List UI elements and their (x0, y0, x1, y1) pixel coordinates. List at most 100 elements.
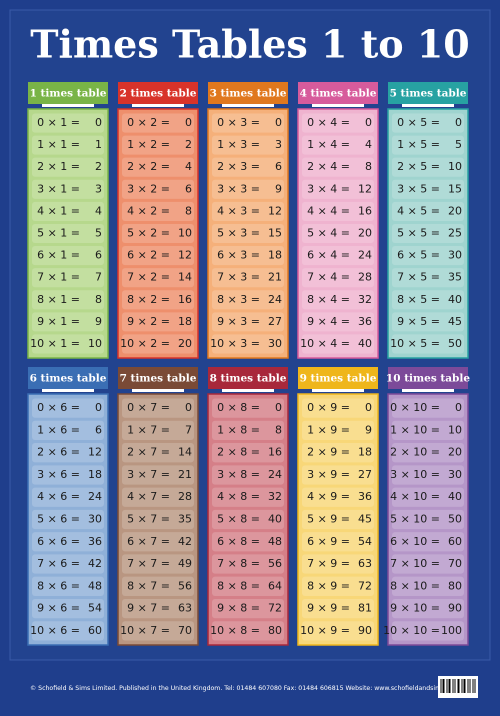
row-result: 56 (178, 579, 192, 592)
row-result: 30 (448, 249, 462, 262)
row-result: 3 (275, 138, 282, 151)
row-box (302, 598, 374, 619)
row-result: 9 (95, 315, 102, 328)
row-result: 56 (268, 557, 282, 570)
row-box (212, 598, 284, 619)
row-expression: 4 × 2 = (127, 204, 170, 217)
row-expression: 4 × 6 = (37, 490, 80, 503)
row-result: 5 (95, 227, 102, 240)
row-result: 42 (178, 535, 192, 548)
row-expression: 3 × 3 = (217, 182, 260, 195)
row-box (302, 621, 374, 641)
row-result: 72 (268, 602, 282, 615)
row-result: 30 (88, 513, 102, 526)
row-box (392, 268, 464, 288)
row-box (302, 443, 374, 463)
row-box (212, 201, 284, 221)
row-box (122, 334, 194, 354)
table-title: 2 times table (120, 88, 197, 100)
row-expression: 2 × 7 = (127, 446, 170, 459)
table-body (27, 393, 109, 646)
row-result: 6 (185, 182, 192, 195)
row-box (302, 135, 374, 155)
row-box (122, 223, 194, 244)
row-box (212, 312, 284, 332)
row-expression: 3 × 6 = (37, 468, 80, 481)
row-result: 45 (448, 315, 462, 328)
row-result: 70 (178, 624, 192, 637)
row-expression: 1 × 1 = (37, 138, 80, 151)
row-result: 0 (95, 401, 102, 414)
row-result: 80 (268, 624, 282, 637)
row-box (122, 487, 194, 507)
row-box (212, 621, 284, 641)
row-box (32, 576, 104, 596)
row-result: 8 (95, 293, 102, 306)
row-expression: 8 × 2 = (127, 293, 170, 306)
row-expression: 4 × 5 = (397, 204, 440, 217)
row-result: 18 (268, 249, 282, 262)
row-box (32, 598, 104, 619)
row-result: 7 (95, 271, 102, 284)
row-box (32, 201, 104, 221)
header-tab (132, 104, 184, 107)
row-expression: 4 × 4 = (307, 204, 350, 217)
row-box (122, 465, 194, 485)
row-result: 16 (268, 446, 282, 459)
row-box (302, 334, 374, 354)
row-result: 18 (88, 468, 102, 481)
row-result: 20 (178, 337, 192, 350)
row-box (302, 420, 374, 441)
table-header (28, 367, 108, 389)
row-box (212, 113, 284, 133)
row-result: 14 (178, 271, 192, 284)
table-body (117, 108, 199, 359)
header-tab (312, 104, 364, 107)
row-result: 20 (448, 204, 462, 217)
row-box (122, 135, 194, 155)
header-tab (132, 389, 184, 392)
table-title: 5 times table (390, 88, 467, 100)
row-expression: 5 × 3 = (217, 227, 260, 240)
row-box (32, 113, 104, 133)
row-box (32, 290, 104, 310)
table-title: 10 times table (386, 373, 470, 385)
row-result: 25 (448, 227, 462, 240)
row-result: 49 (178, 557, 192, 570)
row-expression: 1 × 10 = (390, 423, 440, 436)
row-box (212, 246, 284, 266)
row-expression: 5 × 2 = (127, 227, 170, 240)
row-expression: 2 × 5 = (397, 160, 440, 173)
row-expression: 6 × 5 = (397, 249, 440, 262)
row-result: 32 (268, 490, 282, 503)
row-expression: 1 × 3 = (217, 138, 260, 151)
row-result: 0 (275, 116, 282, 129)
row-box (212, 398, 284, 418)
row-result: 50 (448, 337, 462, 350)
row-expression: 5 × 7 = (127, 513, 170, 526)
header-tab (42, 389, 94, 392)
row-result: 40 (448, 490, 462, 503)
row-result: 15 (448, 182, 462, 195)
row-expression: 7 × 7 = (127, 557, 170, 570)
row-expression: 9 × 7 = (127, 602, 170, 615)
row-expression: 1 × 2 = (127, 138, 170, 151)
table-header (388, 82, 468, 104)
row-expression: 9 × 8 = (217, 602, 260, 615)
row-result: 18 (178, 315, 192, 328)
table-title: 1 times table (30, 88, 107, 100)
row-result: 0 (365, 116, 372, 129)
row-result: 6 (275, 160, 282, 173)
row-result: 16 (178, 293, 192, 306)
row-expression: 6 × 3 = (217, 249, 260, 262)
row-expression: 0 × 1 = (37, 116, 80, 129)
table-body (297, 393, 379, 646)
row-result: 0 (95, 116, 102, 129)
row-box (212, 509, 284, 530)
row-result: 10 (448, 160, 462, 173)
header-tab (222, 104, 274, 107)
table-header (298, 367, 378, 389)
row-result: 45 (358, 513, 372, 526)
row-result: 10 (88, 337, 102, 350)
header-tab (312, 389, 364, 392)
